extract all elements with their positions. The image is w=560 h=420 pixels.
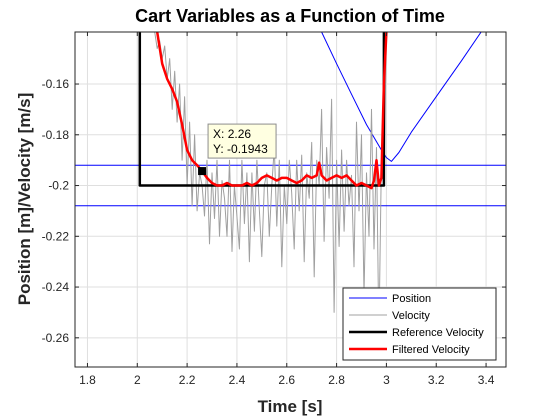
y-tick-label: -0.26: [42, 331, 70, 345]
legend-label-filtered-velocity: Filtered Velocity: [392, 344, 470, 356]
velocity-line: [154, 32, 387, 339]
y-tick-label: -0.24: [42, 280, 70, 294]
y-axis-title: Position [m]/Velocity [m/s]: [15, 93, 34, 306]
y-tick-label: -0.18: [42, 128, 70, 142]
x-axis-title: Time [s]: [258, 397, 323, 416]
legend-label-velocity: Velocity: [392, 310, 430, 322]
x-tick-label: 3.4: [478, 373, 495, 387]
x-tick-label: 2.4: [229, 373, 246, 387]
y-tick-label: -0.2: [48, 179, 69, 193]
x-tick-label: 2.8: [328, 373, 345, 387]
legend-label-reference-velocity: Reference Velocity: [392, 327, 484, 339]
x-tick-label: 2.6: [278, 373, 295, 387]
position-line: [321, 32, 482, 162]
datatip-y-label: Y: -0.1943: [213, 142, 268, 156]
datatip-marker[interactable]: [198, 167, 207, 176]
datatip[interactable]: X: 2.26Y: -0.1943: [198, 123, 277, 176]
x-tick-label: 2: [134, 373, 141, 387]
legend-label-position: Position: [392, 293, 431, 305]
x-tick-label: 3: [383, 373, 390, 387]
datatip-box: [207, 123, 277, 159]
legend[interactable]: Position Velocity Reference Velocity Filter…: [342, 287, 497, 361]
datatip-x-label: X: 2.26: [213, 127, 251, 141]
chart-title: Cart Variables as a Function of Time: [135, 6, 445, 26]
y-tick-label: -0.16: [42, 77, 70, 91]
x-tick-label: 3.2: [428, 373, 445, 387]
plot-frame: [74, 31, 507, 368]
x-tick-label: 2.2: [179, 373, 196, 387]
axis-ticks: 1.8 2 2.2 2.4 2.6 2.8 3 3.2 3.4 -0.26 -0.24 -0.22 -0…: [42, 32, 506, 387]
x-tick-label: 1.8: [79, 373, 96, 387]
y-tick-label: -0.22: [42, 229, 70, 243]
